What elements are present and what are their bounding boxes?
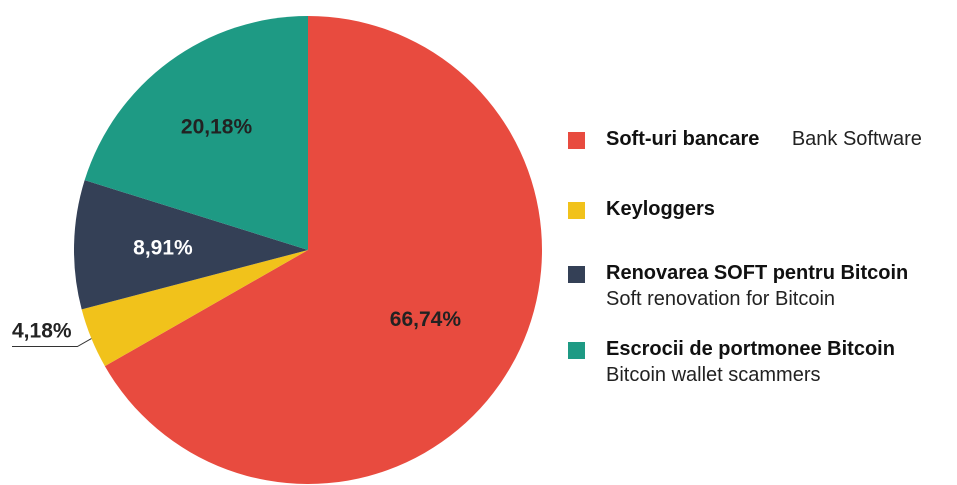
legend-swatch	[568, 342, 585, 359]
legend-label: Escrocii de portmonee Bitcoin	[606, 338, 895, 360]
legend-label: Keyloggers	[606, 198, 715, 220]
slice-value-label: 20,18%	[181, 116, 253, 139]
pie-slice-3	[74, 180, 308, 310]
pie-labels: 66,74% 4,18% 8,91% 20,18%	[12, 116, 462, 348]
legend-swatch	[568, 266, 585, 283]
pie-slice-4	[84, 16, 308, 250]
legend-item-soft-uri-bancare: Soft-uri bancare Bank Software	[568, 126, 922, 166]
leader-line	[12, 338, 92, 348]
slice-value-label: 4,18%	[12, 320, 72, 343]
legend-translation: Soft renovation for Bitcoin	[606, 288, 836, 310]
legend-swatch	[568, 202, 585, 219]
legend-item-keyloggers: Keyloggers	[568, 196, 922, 230]
pie-chart: 66,74% 4,18% 8,91% 20,18%	[12, 16, 543, 484]
legend: Soft-uri bancare Bank Software Keylogger…	[568, 126, 922, 396]
legend-translation: Bank Software	[791, 128, 922, 150]
pie-slice-2	[81, 250, 308, 367]
legend-item-renovarea-soft: Renovarea SOFT pentru Bitcoin Soft renov…	[568, 260, 922, 320]
legend-swatch	[568, 132, 585, 149]
legend-item-escrocii: Escrocii de portmonee Bitcoin Bitcoin wa…	[568, 336, 922, 396]
pie-slices	[74, 16, 543, 484]
slice-value-label: 66,74%	[390, 308, 462, 331]
legend-translation: Bitcoin wallet scammers	[606, 364, 821, 386]
pie-slice-1	[104, 16, 543, 484]
legend-label: Renovarea SOFT pentru Bitcoin	[606, 262, 909, 284]
legend-label: Soft-uri bancare	[606, 128, 760, 150]
slice-value-label: 8,91%	[133, 237, 193, 260]
